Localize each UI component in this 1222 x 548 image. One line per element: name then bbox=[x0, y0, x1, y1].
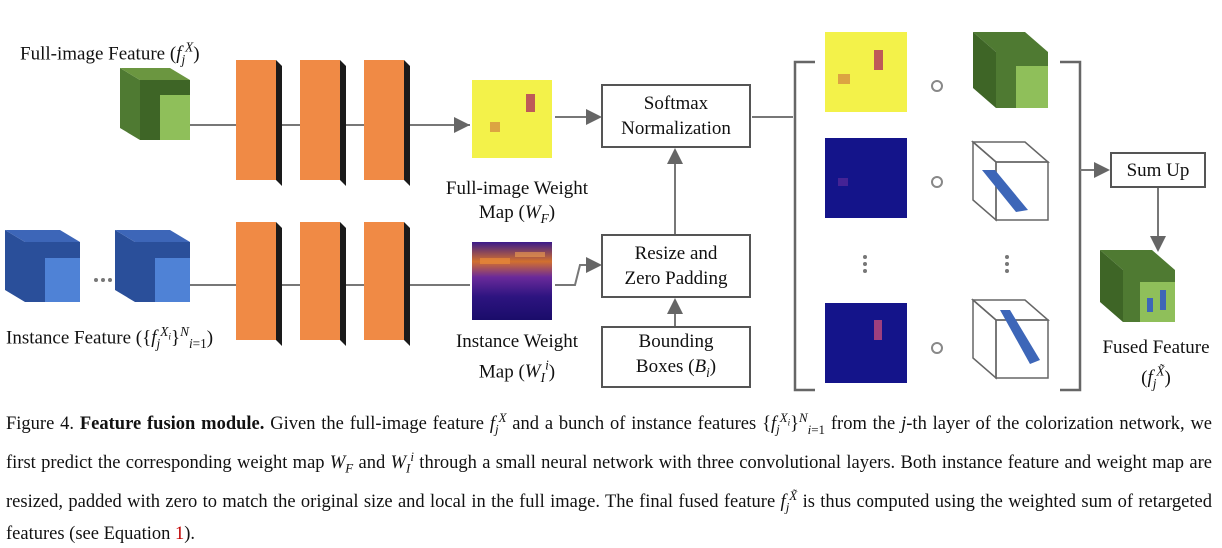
retargeted-instance-map-1 bbox=[825, 138, 907, 218]
full-image-weight-map bbox=[472, 80, 552, 158]
retargeted-full-map bbox=[825, 32, 907, 112]
fused-feature-label: Fused Feature (fjX̃) bbox=[1102, 337, 1210, 392]
resize-zero-padding-box: Resize and Zero Padding bbox=[601, 234, 751, 298]
feature-fusion-diagram bbox=[5, 32, 1175, 392]
top-conv-layers bbox=[190, 60, 470, 186]
instance-feature-cube-2 bbox=[115, 230, 190, 302]
softmax-line1: Softmax bbox=[643, 93, 709, 114]
full-image-feature-label: Full-image Feature (fjX) bbox=[20, 40, 200, 68]
horizontal-ellipsis bbox=[94, 278, 112, 282]
retargeted-full-feature-cube bbox=[973, 32, 1048, 108]
resize-line1: Resize and bbox=[634, 243, 718, 264]
instance-weight-map bbox=[472, 242, 552, 320]
bbox-line2: Boxes (Bi) bbox=[635, 356, 717, 380]
instance-feature-label: Instance Feature ({fjXi}Ni=1) bbox=[6, 324, 214, 352]
equation-ref-link[interactable]: 1 bbox=[175, 523, 185, 544]
instance-weight-label: Instance Weight Map (WIi) bbox=[455, 331, 579, 386]
retargeted-instance-feature-cube-1 bbox=[970, 140, 1051, 222]
retargeted-instance-map-n bbox=[825, 303, 907, 383]
figure-caption: Figure 4. Feature fusion module. Given t… bbox=[6, 410, 1213, 544]
full-image-feature-cube bbox=[120, 68, 190, 140]
bounding-boxes-box: Bounding Boxes (Bi) bbox=[601, 326, 751, 388]
retargeted-instance-feature-cube-n bbox=[970, 298, 1051, 380]
caption-title: Feature fusion module. bbox=[79, 414, 265, 435]
right-bracket bbox=[1060, 60, 1082, 392]
odot-operators bbox=[931, 80, 943, 354]
sumup-label: Sum Up bbox=[1126, 159, 1190, 181]
left-bracket bbox=[793, 60, 815, 392]
instance-feature-cube-1 bbox=[5, 230, 80, 302]
fused-feature-cube bbox=[1100, 250, 1175, 322]
vertical-ellipsis bbox=[863, 255, 1009, 273]
resize-line2: Zero Padding bbox=[624, 268, 728, 289]
softmax-normalization-box: Softmax Normalization bbox=[601, 84, 751, 148]
bbox-line1: Bounding bbox=[638, 331, 714, 353]
bottom-conv-layers bbox=[190, 222, 470, 346]
full-image-weight-label: Full-image Weight Map (WF) bbox=[445, 178, 589, 226]
figure-label: Figure 4. bbox=[6, 414, 75, 435]
softmax-line2: Normalization bbox=[621, 118, 731, 139]
sum-up-box: Sum Up bbox=[1110, 152, 1206, 188]
